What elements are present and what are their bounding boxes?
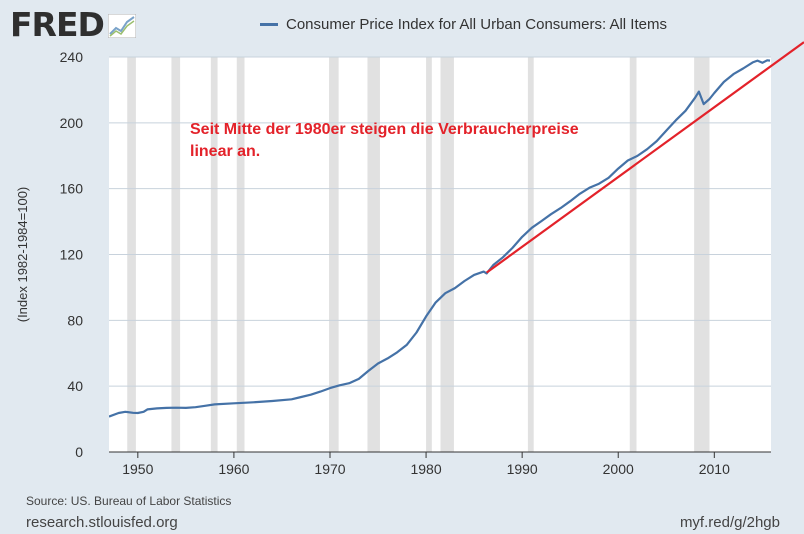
y-tick-label: 80 [67, 312, 83, 328]
y-axis-label: (Index 1982-1984=100) [15, 187, 30, 323]
fred-logo-text: FRED [10, 5, 105, 44]
x-tick-label: 1950 [122, 461, 153, 477]
x-tick-label: 1960 [218, 461, 249, 477]
x-tick-label: 1970 [314, 461, 345, 477]
x-tick-label: 2000 [603, 461, 634, 477]
y-tick-label: 160 [60, 181, 84, 197]
trend-line [485, 41, 804, 274]
site-link[interactable]: research.stlouisfed.org [26, 514, 178, 531]
fred-logo[interactable]: FRED [10, 6, 140, 46]
chart-legend: Consumer Price Index for All Urban Consu… [260, 14, 667, 34]
y-tick-label: 40 [67, 378, 83, 394]
cpi-series-line [109, 59, 771, 418]
annotation-line-2: linear an. [190, 143, 260, 160]
annotation-line-1: Seit Mitte der 1980er steigen die Verbra… [190, 121, 579, 138]
y-tick-label: 0 [75, 444, 83, 460]
x-tick-label: 2010 [699, 461, 730, 477]
x-tick-label: 1990 [507, 461, 538, 477]
source-note: Source: US. Bureau of Labor Statistics [26, 494, 232, 508]
y-tick-label: 200 [60, 115, 84, 131]
legend-swatch [260, 22, 278, 26]
short-link[interactable]: myf.red/g/2hgb [679, 514, 780, 531]
legend-label: Consumer Price Index for All Urban Consu… [286, 15, 667, 33]
line-chart-icon [108, 14, 136, 38]
y-tick-label: 120 [60, 247, 84, 263]
x-tick-label: 1980 [410, 461, 441, 477]
y-tick-label: 240 [60, 49, 84, 65]
